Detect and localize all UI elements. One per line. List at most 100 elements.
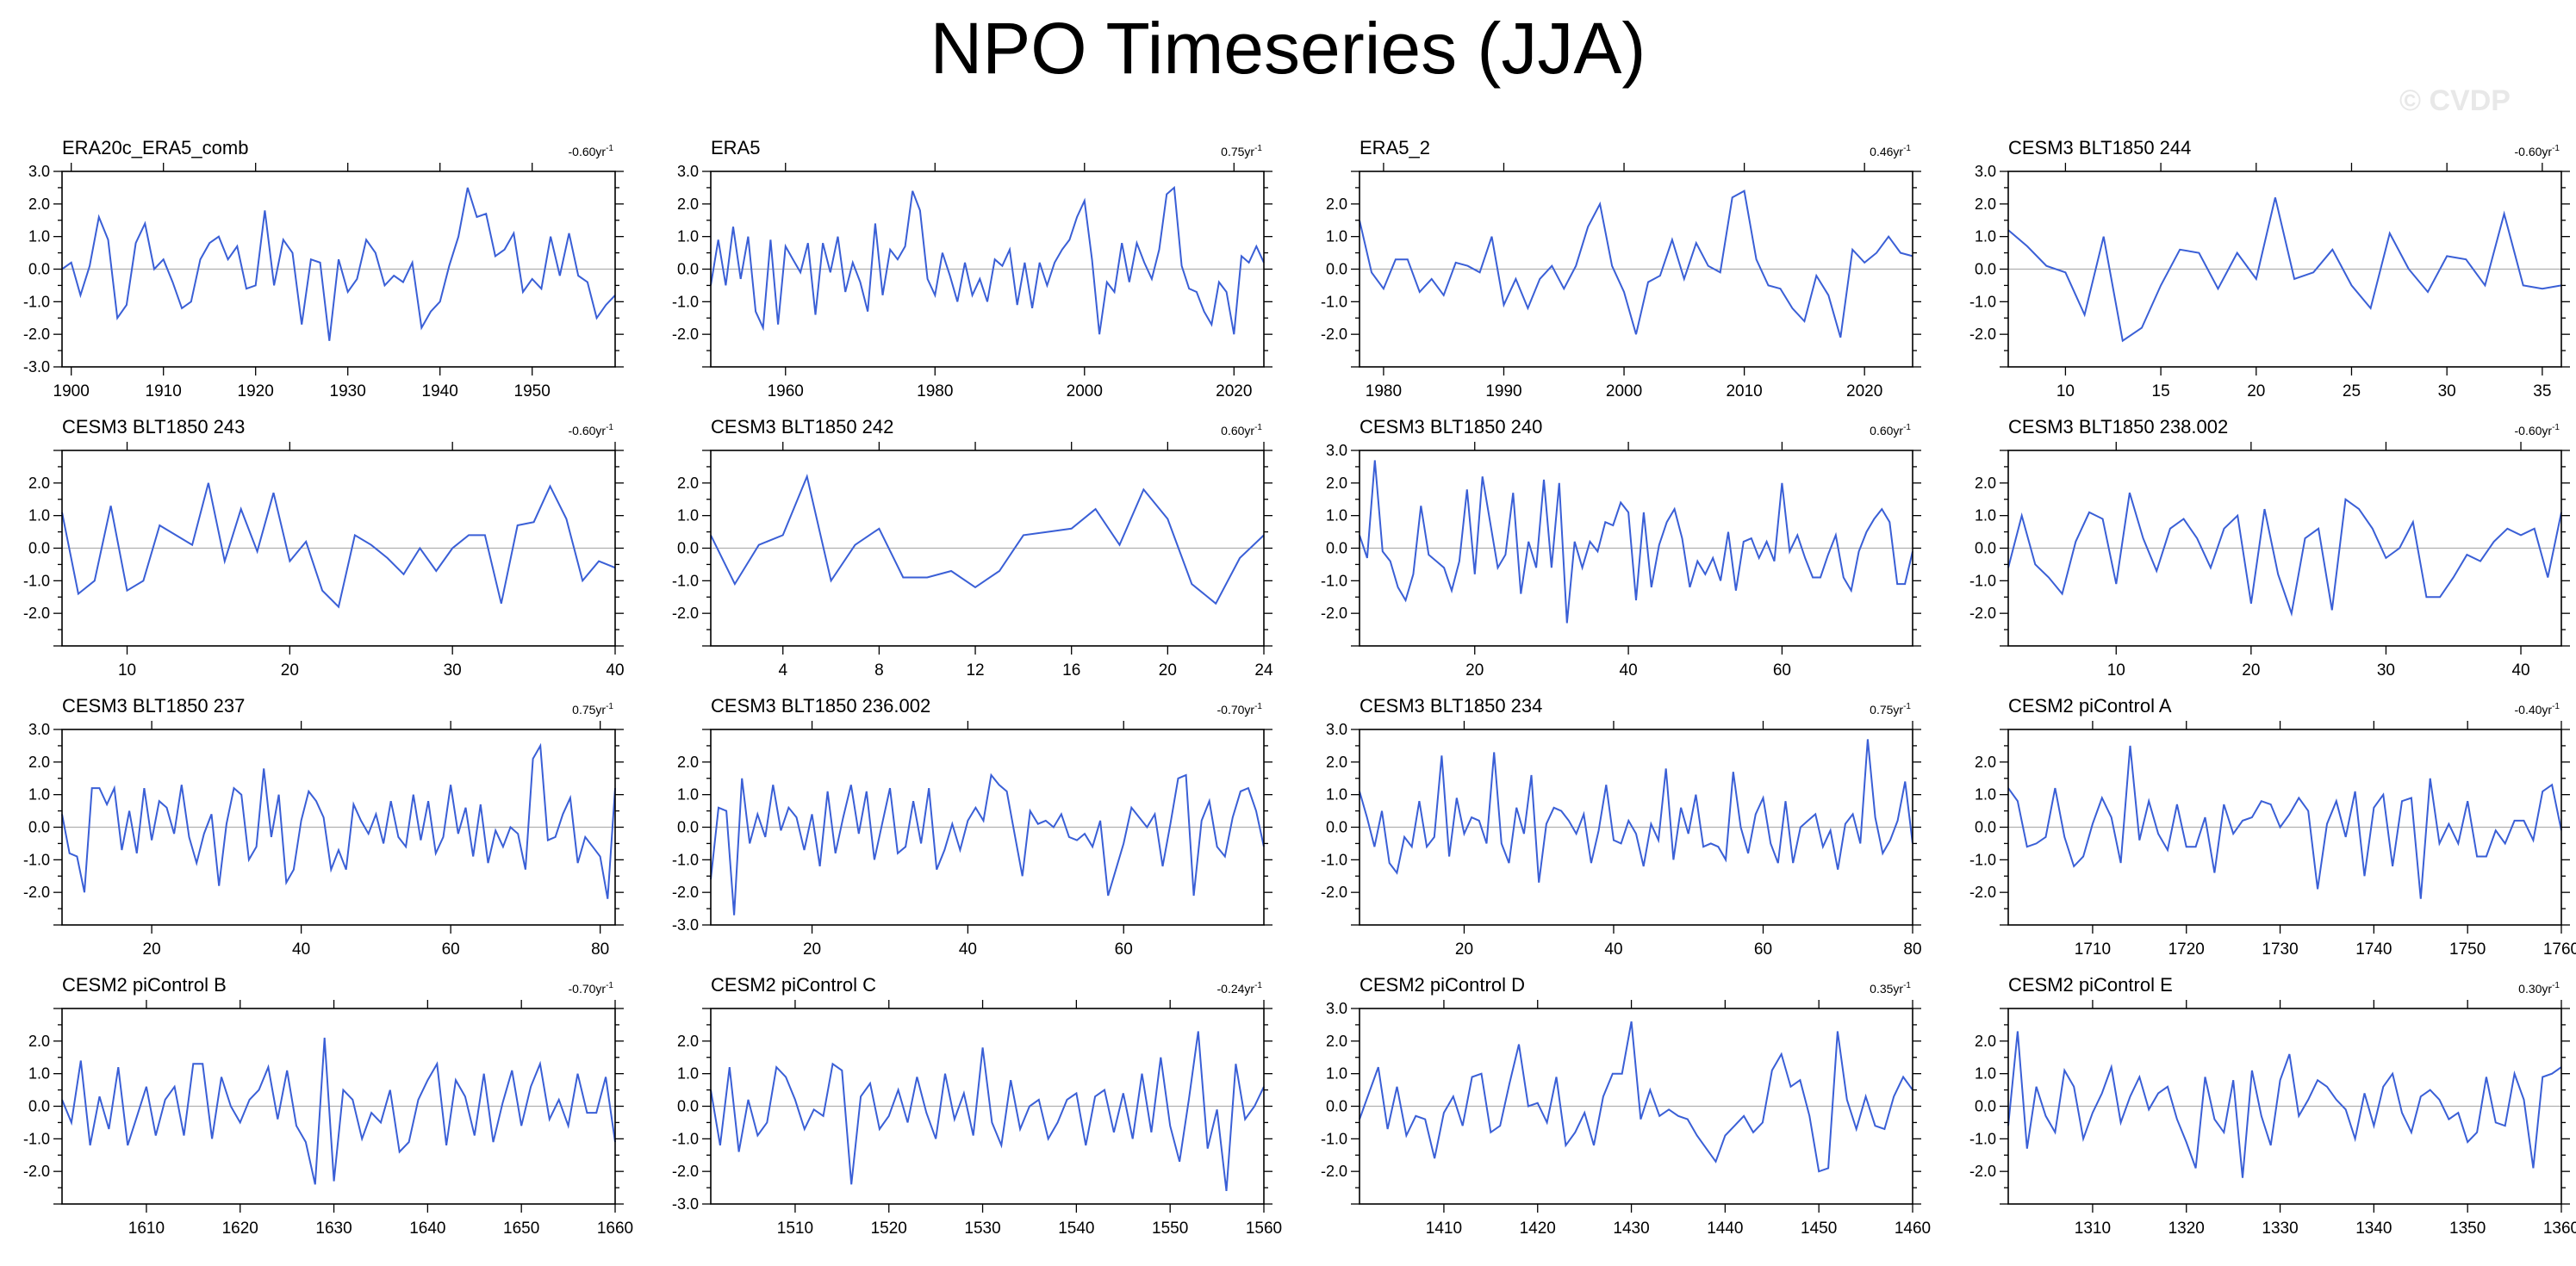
- y-tick-label: -1.0: [23, 293, 50, 310]
- y-tick-label: 0.0: [1975, 540, 1996, 557]
- x-tick-label: 1530: [964, 1219, 1000, 1238]
- chart-panel: -2.0 -1.0 0.0 1.0 2.0 1980 1990 2000 2010 2020 ERA…: [1321, 137, 1921, 400]
- x-tick-label: 1930: [330, 382, 366, 400]
- panel-title: CESM3 BLT1850 242: [711, 416, 893, 438]
- y-tick-label: 0.0: [677, 540, 699, 557]
- x-tick-label: 1910: [146, 382, 182, 400]
- y-tick-label: 1.0: [28, 1065, 50, 1083]
- y-tick-label: -2.0: [1321, 605, 1347, 622]
- trend-label: -0.60yr-1: [569, 423, 614, 438]
- trend-label: 0.35yr-1: [1870, 981, 1911, 996]
- y-tick-label: 2.0: [1975, 475, 1996, 492]
- trend-label: 0.30yr-1: [2518, 981, 2560, 996]
- y-tick-label: -2.0: [672, 605, 699, 622]
- y-tick-label: 2.0: [1326, 475, 1347, 492]
- trend-label: 0.75yr-1: [572, 702, 613, 717]
- x-tick-label: 1450: [1801, 1219, 1837, 1238]
- chart-panel: -2.0 -1.0 0.0 1.0 2.0 4 8 12 16 20 24 CESM3 BLT1850…: [672, 416, 1273, 680]
- x-tick-label: 1620: [222, 1219, 258, 1238]
- series-line: [710, 474, 1265, 605]
- y-tick-label: -1.0: [1969, 851, 1996, 868]
- y-tick-label: 1.0: [1975, 228, 1996, 245]
- y-tick-label: -1.0: [1969, 1130, 1996, 1147]
- x-tick-label: 40: [1620, 661, 1638, 680]
- y-tick-label: -2.0: [1969, 1163, 1996, 1180]
- chart-panel: -2.0 -1.0 0.0 1.0 2.0 10 20 30 40 CESM3 BLT1850 2…: [23, 416, 625, 680]
- panel-title: ERA5_2: [1360, 137, 1430, 158]
- x-tick-label: 30: [444, 661, 462, 680]
- chart-panel: -2.0 -1.0 0.0 1.0 2.0 3.0 20 40 60 80 CESM3 BLT185…: [1321, 695, 1922, 959]
- x-tick-label: 60: [442, 940, 460, 959]
- y-tick-label: 2.0: [28, 1033, 50, 1050]
- x-tick-label: 1640: [409, 1219, 445, 1238]
- y-tick-label: 1.0: [1326, 228, 1347, 245]
- y-tick-label: -1.0: [1969, 293, 1996, 310]
- trend-label: -0.24yr-1: [1217, 981, 1263, 996]
- y-tick-label: 1.0: [1326, 786, 1347, 804]
- x-tick-label: 4: [778, 661, 787, 680]
- x-tick-label: 1710: [2075, 940, 2111, 959]
- x-tick-label: 1750: [2449, 940, 2486, 959]
- y-tick-label: -2.0: [1969, 326, 1996, 343]
- y-tick-label: 3.0: [1326, 442, 1347, 459]
- x-tick-label: 40: [1604, 940, 1622, 959]
- chart-panel: -2.0 -1.0 0.0 1.0 2.0 3.0 10 15 20 25 30 35 CESM3 BL…: [1969, 137, 2570, 400]
- panel-title: CESM3 BLT1850 240: [1360, 416, 1542, 438]
- y-tick-label: -2.0: [1969, 605, 1996, 622]
- y-tick-label: 0.0: [28, 1098, 50, 1115]
- y-tick-label: -2.0: [1321, 884, 1347, 901]
- x-tick-label: 1420: [1520, 1219, 1556, 1238]
- y-tick-label: -2.0: [1969, 884, 1996, 901]
- y-tick-label: 2.0: [28, 475, 50, 492]
- y-tick-label: -2.0: [672, 326, 699, 343]
- x-tick-label: 20: [1159, 661, 1177, 680]
- y-tick-label: 1.0: [28, 786, 50, 804]
- x-tick-label: 1660: [597, 1219, 633, 1238]
- series-line: [61, 187, 616, 341]
- trend-label: 0.46yr-1: [1870, 144, 1911, 158]
- x-tick-label: 1990: [1485, 382, 1521, 400]
- x-tick-label: 60: [1115, 940, 1133, 959]
- y-tick-label: -1.0: [672, 851, 699, 868]
- chart-panel: -3.0 -2.0 -1.0 0.0 1.0 2.0 1510 1520 1530 1540 155…: [672, 974, 1282, 1238]
- trend-label: -0.60yr-1: [2515, 423, 2560, 438]
- x-tick-label: 20: [803, 940, 821, 959]
- panel-title: ERA20c_ERA5_comb: [62, 137, 248, 158]
- y-tick-label: 0.0: [677, 1098, 699, 1115]
- series-line: [1359, 460, 1913, 624]
- y-tick-label: 2.0: [677, 195, 699, 213]
- y-tick-label: -2.0: [1321, 1163, 1347, 1180]
- y-tick-label: -2.0: [23, 605, 50, 622]
- x-tick-label: 12: [966, 661, 984, 680]
- y-tick-label: 1.0: [28, 228, 50, 245]
- y-tick-label: -2.0: [23, 326, 50, 343]
- y-tick-label: -2.0: [672, 1163, 699, 1180]
- series-line: [1359, 1021, 1913, 1173]
- x-tick-label: 1960: [768, 382, 804, 400]
- y-tick-label: 1.0: [1326, 1065, 1347, 1083]
- chart-panel: -3.0 -2.0 -1.0 0.0 1.0 2.0 3.0 1900 1910 1920 1930…: [23, 137, 624, 400]
- chart-panel: -2.0 -1.0 0.0 1.0 2.0 3.0 1410 1420 1430 1440 1450…: [1321, 974, 1931, 1238]
- x-tick-label: 1900: [53, 382, 90, 400]
- series-line: [2007, 492, 2562, 617]
- series-line: [61, 482, 616, 609]
- y-tick-label: -1.0: [672, 572, 699, 589]
- panel-title: CESM3 BLT1850 244: [2008, 137, 2191, 158]
- y-tick-label: 2.0: [1326, 754, 1347, 771]
- y-tick-label: -1.0: [23, 851, 50, 868]
- x-tick-label: 1510: [777, 1219, 813, 1238]
- x-tick-label: 1550: [1152, 1219, 1188, 1238]
- x-tick-label: 2000: [1606, 382, 1642, 400]
- series-line: [2007, 745, 2562, 899]
- y-tick-label: 2.0: [1326, 195, 1347, 213]
- y-tick-label: 2.0: [1975, 195, 1996, 213]
- x-tick-label: 30: [2377, 661, 2395, 680]
- panel-title: CESM2 piControl D: [1360, 974, 1525, 996]
- y-tick-label: 2.0: [28, 754, 50, 771]
- x-tick-label: 40: [959, 940, 977, 959]
- x-tick-label: 20: [143, 940, 161, 959]
- y-tick-label: 2.0: [28, 195, 50, 213]
- x-tick-label: 1440: [1707, 1219, 1743, 1238]
- panel-title: CESM3 BLT1850 243: [62, 416, 245, 438]
